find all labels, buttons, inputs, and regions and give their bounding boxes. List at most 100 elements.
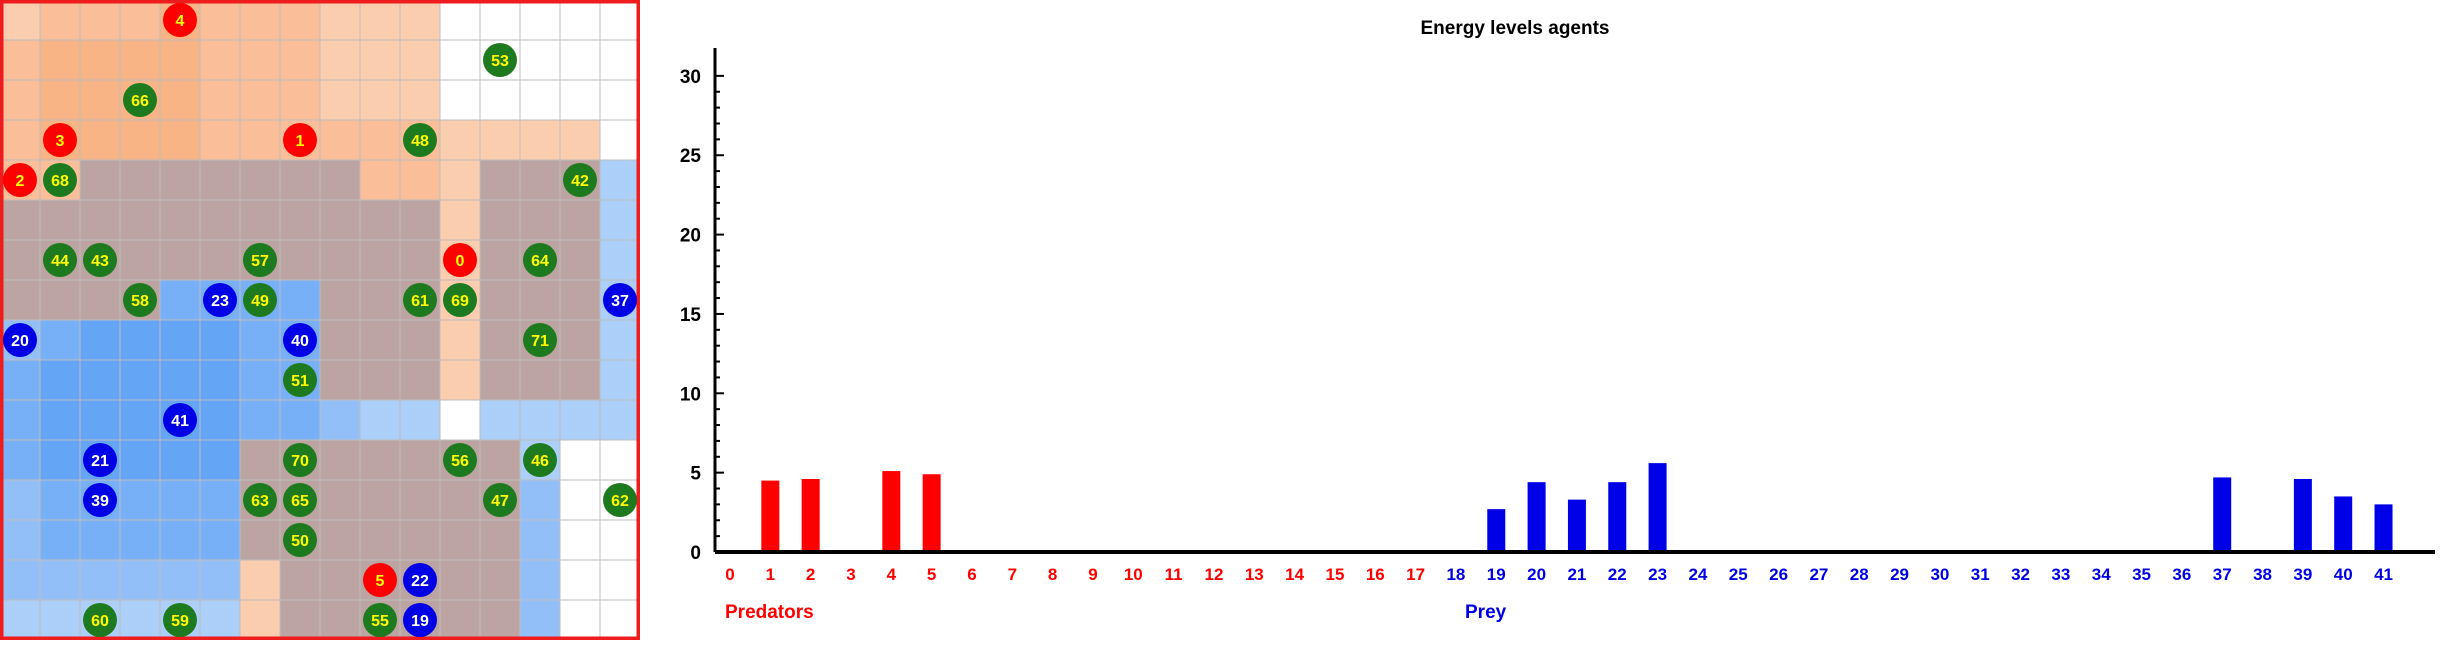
zone-cell — [40, 40, 80, 80]
zone-cell — [360, 480, 400, 520]
zone-cell — [80, 400, 120, 440]
chart-title: Energy levels agents — [1420, 18, 1609, 39]
zone-cell — [400, 0, 440, 40]
predator-agent[interactable]: 4 — [163, 3, 197, 37]
prey-agent[interactable]: 21 — [83, 443, 117, 477]
energy-bar — [761, 480, 780, 552]
food-marker — [163, 603, 197, 637]
zone-cell — [40, 520, 80, 560]
zone-cell — [120, 360, 160, 400]
food-agent[interactable]: 42 — [563, 163, 597, 197]
prey-marker — [3, 323, 37, 357]
x-tick-label: 3 — [846, 565, 855, 584]
food-agent[interactable]: 63 — [243, 483, 277, 517]
zone-cell — [240, 320, 280, 360]
prey-agent[interactable]: 41 — [163, 403, 197, 437]
x-tick-label: 18 — [1446, 565, 1465, 584]
food-agent[interactable]: 70 — [283, 443, 317, 477]
prey-agent[interactable]: 37 — [603, 283, 637, 317]
food-agent[interactable]: 58 — [123, 283, 157, 317]
food-agent[interactable]: 46 — [523, 443, 557, 477]
food-agent[interactable]: 65 — [283, 483, 317, 517]
energy-bar — [2293, 478, 2312, 552]
prey-agent[interactable]: 39 — [83, 483, 117, 517]
food-id-label: 50 — [291, 533, 309, 550]
predator-agent[interactable]: 0 — [443, 243, 477, 277]
zone-cell — [40, 0, 80, 40]
zone-cell — [80, 160, 120, 200]
food-marker — [283, 363, 317, 397]
prey-id-label: 41 — [171, 413, 189, 430]
predator-agent[interactable]: 2 — [3, 163, 37, 197]
food-agent[interactable]: 44 — [43, 243, 77, 277]
zone-cell — [80, 280, 120, 320]
food-agent[interactable]: 62 — [603, 483, 637, 517]
zone-cell — [160, 120, 200, 160]
zone-cell — [400, 360, 440, 400]
prey-agent[interactable]: 40 — [283, 323, 317, 357]
food-agent[interactable]: 47 — [483, 483, 517, 517]
food-id-label: 51 — [291, 373, 309, 390]
zone-cell — [440, 480, 480, 520]
food-agent[interactable]: 61 — [403, 283, 437, 317]
x-tick-label: 8 — [1048, 565, 1057, 584]
x-tick-label: 2 — [806, 565, 815, 584]
food-agent[interactable]: 68 — [43, 163, 77, 197]
food-agent[interactable]: 51 — [283, 363, 317, 397]
predator-agent[interactable]: 5 — [363, 563, 397, 597]
zone-cell — [0, 120, 40, 160]
zone-cell — [240, 400, 280, 440]
zone-cell — [520, 600, 560, 640]
food-agent[interactable]: 56 — [443, 443, 477, 477]
prey-marker — [83, 483, 117, 517]
food-id-label: 62 — [611, 493, 629, 510]
food-marker — [43, 163, 77, 197]
food-agent[interactable]: 53 — [483, 43, 517, 77]
zone-cell — [120, 320, 160, 360]
prey-agent[interactable]: 20 — [3, 323, 37, 357]
prey-agent[interactable]: 22 — [403, 563, 437, 597]
food-id-label: 65 — [291, 493, 309, 510]
prey-agent[interactable]: 23 — [203, 283, 237, 317]
x-tick-label: 33 — [2051, 565, 2070, 584]
food-agent[interactable]: 50 — [283, 523, 317, 557]
food-agent[interactable]: 48 — [403, 123, 437, 157]
zone-cell — [440, 120, 480, 160]
food-agent[interactable]: 60 — [83, 603, 117, 637]
food-agent[interactable]: 43 — [83, 243, 117, 277]
food-id-label: 49 — [251, 293, 269, 310]
x-tick-label: 11 — [1165, 565, 1183, 584]
predator-agent[interactable]: 1 — [283, 123, 317, 157]
x-tick-label: 39 — [2293, 565, 2312, 584]
zone-cell — [480, 520, 520, 560]
food-agent[interactable]: 55 — [363, 603, 397, 637]
zone-cell — [280, 80, 320, 120]
zone-cell — [400, 80, 440, 120]
prey-id-label: 23 — [211, 293, 229, 310]
zone-cell — [480, 400, 520, 440]
zone-cell — [80, 80, 120, 120]
predator-agent[interactable]: 3 — [43, 123, 77, 157]
food-agent[interactable]: 64 — [523, 243, 557, 277]
zone-cell — [240, 200, 280, 240]
predator-marker — [43, 123, 77, 157]
food-agent[interactable]: 57 — [243, 243, 277, 277]
food-agent[interactable]: 49 — [243, 283, 277, 317]
zone-cell — [480, 160, 520, 200]
zone-cell — [40, 320, 80, 360]
food-id-label: 55 — [371, 613, 389, 630]
prey-marker — [203, 283, 237, 317]
prey-marker — [163, 403, 197, 437]
prey-agent[interactable]: 19 — [403, 603, 437, 637]
zone-cell — [120, 560, 160, 600]
zone-cell — [200, 0, 240, 40]
y-tick-label: 25 — [680, 146, 702, 167]
food-agent[interactable]: 66 — [123, 83, 157, 117]
food-agent[interactable]: 69 — [443, 283, 477, 317]
food-agent[interactable]: 59 — [163, 603, 197, 637]
zone-cell — [520, 160, 560, 200]
food-id-label: 63 — [251, 493, 269, 510]
zone-cell — [200, 600, 240, 640]
food-agent[interactable]: 71 — [523, 323, 557, 357]
x-tick-label: 5 — [927, 565, 936, 584]
